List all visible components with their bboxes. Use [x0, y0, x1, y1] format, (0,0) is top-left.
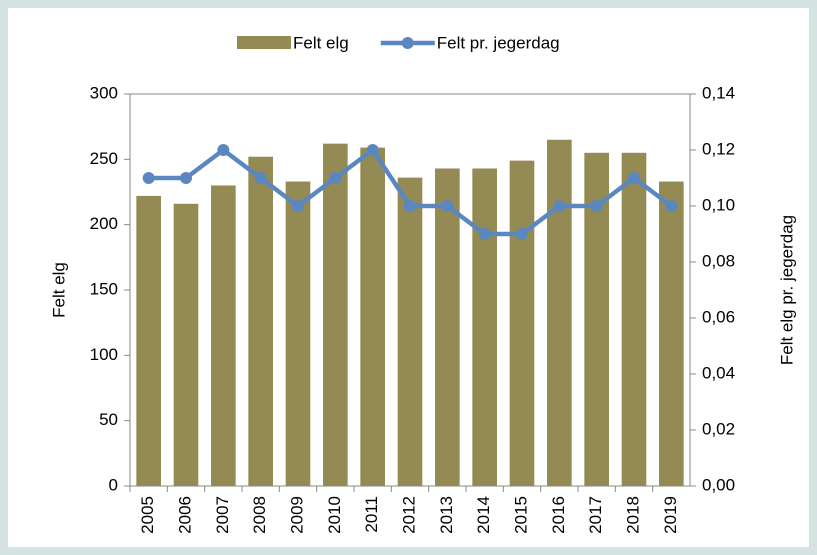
y-tick-label: 0	[109, 475, 118, 494]
bar	[285, 181, 311, 486]
x-tick-label: 2008	[250, 496, 269, 534]
line-marker	[628, 172, 640, 184]
bar	[397, 177, 423, 487]
bar	[248, 156, 273, 486]
legend-swatch	[237, 36, 291, 49]
y2-tick-label: 0,10	[702, 195, 735, 214]
bar	[136, 195, 161, 487]
bar	[509, 160, 535, 486]
bar	[173, 203, 199, 486]
line-marker	[590, 200, 603, 212]
y-tick-label: 200	[90, 214, 118, 233]
y-tick-label: 150	[90, 279, 118, 298]
y-tick-label: 250	[90, 149, 118, 168]
x-tick-label: 2010	[325, 496, 344, 534]
y2-tick-label: 0,04	[702, 363, 735, 382]
y2-axis-label: Felt elg pr. jegerdag	[777, 215, 796, 365]
x-tick-label: 2011	[362, 496, 381, 533]
y2-tick-label: 0,00	[702, 475, 735, 494]
x-tick-label: 2007	[213, 496, 232, 534]
line-marker	[516, 228, 528, 240]
bar	[360, 147, 385, 486]
x-tick-label: 2013	[437, 496, 456, 534]
y2-tick-label: 0,12	[702, 139, 735, 158]
y-tick-label: 100	[90, 345, 118, 364]
x-tick-label: 2015	[511, 496, 530, 534]
line-marker	[665, 200, 678, 212]
x-tick-label: 2014	[474, 496, 493, 534]
line-marker	[142, 172, 155, 184]
x-tick-label: 2016	[549, 496, 568, 534]
y-tick-label: 50	[99, 410, 118, 429]
x-tick-label: 2019	[661, 496, 680, 534]
line-marker	[404, 200, 416, 212]
line-marker	[180, 172, 192, 184]
line-marker	[478, 228, 491, 240]
bar	[547, 139, 572, 486]
y-axis-label: Felt elg	[49, 262, 68, 318]
line-marker	[553, 200, 566, 212]
y2-tick-label: 0,14	[702, 83, 735, 102]
x-tick-label: 2006	[175, 496, 194, 534]
legend-marker	[401, 37, 414, 49]
x-tick-label: 2018	[623, 496, 642, 534]
line-marker	[292, 200, 304, 212]
bar	[323, 143, 348, 487]
line-marker	[329, 172, 342, 184]
bar	[211, 185, 236, 486]
bar	[472, 168, 497, 487]
x-tick-label: 2017	[586, 496, 605, 534]
bar	[659, 181, 684, 486]
bar	[435, 168, 460, 487]
y2-tick-label: 0,06	[702, 307, 735, 326]
x-tick-label: 2005	[138, 496, 157, 534]
y2-tick-label: 0,02	[702, 419, 735, 438]
bar	[621, 152, 647, 487]
x-tick-label: 2009	[287, 496, 306, 534]
line-marker	[217, 144, 230, 156]
line-marker	[441, 200, 454, 212]
line-marker	[254, 172, 267, 184]
legend-label: Felt elg	[293, 33, 349, 52]
legend-label: Felt pr. jegerdag	[437, 33, 560, 52]
y2-tick-label: 0,08	[702, 251, 735, 270]
x-tick-label: 2012	[399, 496, 418, 534]
line-marker	[366, 144, 379, 156]
y-tick-label: 300	[90, 83, 118, 102]
